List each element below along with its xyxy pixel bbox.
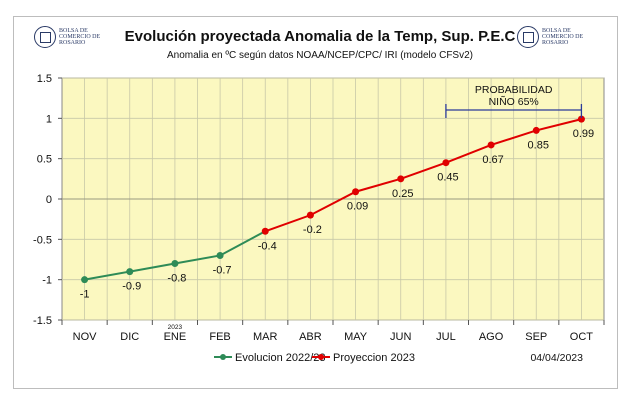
x-tick-label: SEP <box>525 331 547 343</box>
series-line-proyeccion <box>264 118 582 233</box>
data-point <box>171 260 179 268</box>
legend-label: Evolucion 2022/23 <box>235 352 326 364</box>
x-tick-label: ENE <box>164 331 187 343</box>
annotation-text: NIÑO 65% <box>489 95 539 108</box>
annotation-text: PROBABILIDAD <box>475 84 553 96</box>
logo-left: BOLSA DE COMERCIO DE ROSARIO <box>34 26 101 48</box>
logo-right: BOLSA DE COMERCIO DE ROSARIO <box>517 26 584 48</box>
data-label: 0.25 <box>392 188 413 200</box>
x-tick-label: AGO <box>479 331 504 343</box>
x-tick-label: DIC <box>120 331 139 343</box>
data-label: -0.2 <box>303 224 322 236</box>
data-point <box>81 276 89 284</box>
data-label: -0.4 <box>258 240 277 252</box>
y-tick-label: 1.5 <box>37 73 52 85</box>
data-point <box>261 227 269 235</box>
data-point <box>352 188 360 196</box>
data-point <box>577 115 585 123</box>
y-tick-label: 1 <box>46 113 52 125</box>
data-label: -0.7 <box>213 264 232 276</box>
y-tick-label: -0.5 <box>33 234 52 246</box>
data-label: -0.9 <box>122 281 141 293</box>
data-label: 0.85 <box>528 139 549 151</box>
logo-seal-icon <box>517 26 539 48</box>
data-label: 0.67 <box>482 154 503 166</box>
x-tick-sublabel: 2023 <box>168 324 183 331</box>
x-tick-label: MAY <box>344 331 368 343</box>
legend-label: Proyeccion 2023 <box>333 352 415 364</box>
logo-seal-icon <box>34 26 56 48</box>
data-label: -0.8 <box>167 273 186 285</box>
chart-subtitle: Anomalia en ºC según datos NOAA/NCEP/CPC… <box>167 50 473 61</box>
legend-marker <box>220 354 226 360</box>
y-tick-label: 0.5 <box>37 154 52 166</box>
data-point <box>532 126 540 134</box>
x-tick-label: NOV <box>73 331 98 343</box>
x-tick-label: FEB <box>209 331 230 343</box>
data-point <box>442 159 450 167</box>
logo-text: BOLSA DE COMERCIO DE ROSARIO <box>542 28 584 46</box>
data-point <box>397 175 405 183</box>
chart-title: Evolución proyectada Anomalia de la Temp… <box>124 28 516 45</box>
data-point <box>126 268 134 276</box>
x-tick-label: OCT <box>570 331 594 343</box>
data-label: 0.99 <box>573 128 594 140</box>
x-tick-label: ABR <box>299 331 322 343</box>
legend-marker <box>318 354 324 360</box>
logo-text: BOLSA DE COMERCIO DE ROSARIO <box>59 28 101 46</box>
data-label: -1 <box>80 289 90 301</box>
data-label: 0.45 <box>437 172 458 184</box>
y-tick-label: -1 <box>42 275 52 287</box>
data-label: 0.09 <box>347 201 368 213</box>
x-tick-label: JUL <box>436 331 456 343</box>
data-point <box>487 141 495 149</box>
x-tick-label: JUN <box>390 331 411 343</box>
y-tick-label: -1.5 <box>33 315 52 327</box>
x-tick-label: MAR <box>253 331 278 343</box>
data-point <box>216 251 224 259</box>
footer-date: 04/04/2023 <box>530 352 583 364</box>
y-tick-label: 0 <box>46 194 52 206</box>
data-point <box>306 211 314 219</box>
